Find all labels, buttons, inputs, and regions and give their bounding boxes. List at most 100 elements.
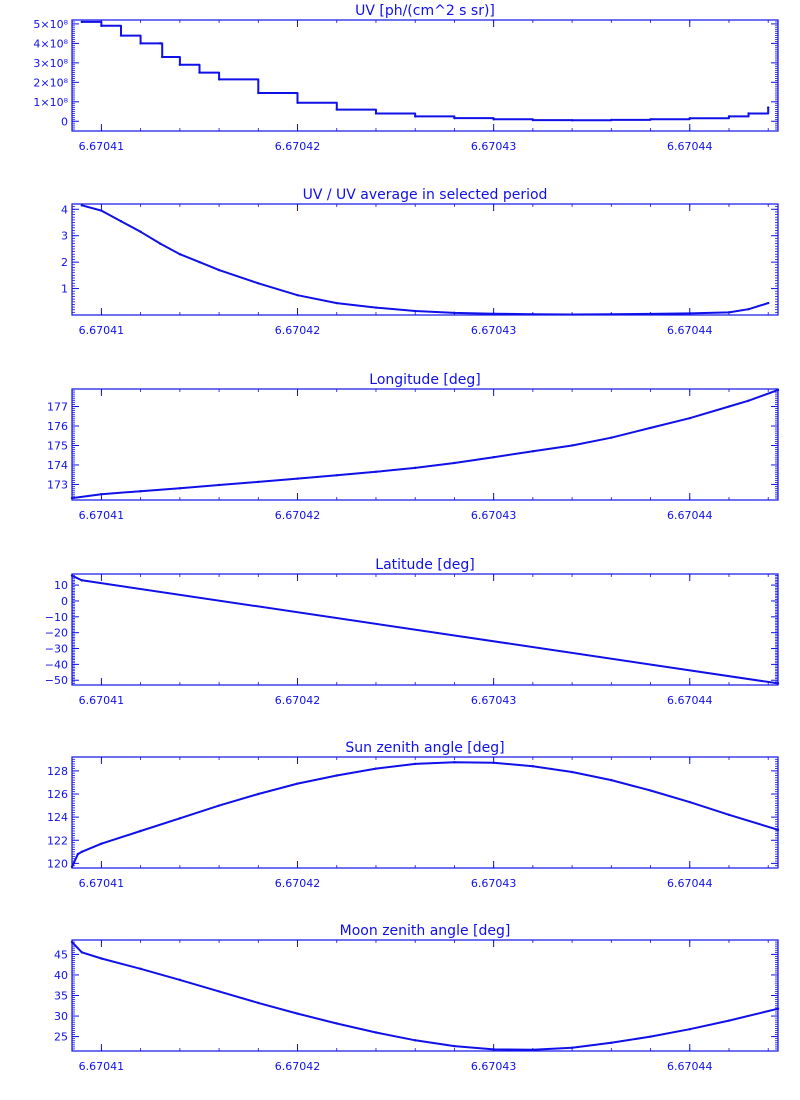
y-tick-label: −40: [45, 658, 68, 671]
data-point: [374, 470, 378, 473]
chart-panel-5: Sun zenith angle [deg] 120 122 124 126 128 6.6…: [47, 740, 780, 890]
data-point: [453, 311, 456, 315]
data-point: [413, 466, 417, 470]
x-tick-label: 6.67042: [275, 877, 321, 890]
data-point: [100, 957, 103, 960]
y-tick-label: 4×10⁸: [33, 37, 68, 50]
data-point: [453, 461, 456, 465]
data-point: [76, 852, 80, 856]
data-point: [100, 24, 103, 28]
y-tick-label: −30: [45, 643, 68, 656]
data-point: [492, 761, 495, 764]
data-point: [139, 230, 142, 233]
data-point: [766, 106, 770, 109]
data-point: [257, 1001, 260, 1005]
y-tick-label: 128: [47, 765, 68, 778]
data-point: [217, 78, 221, 81]
series-line: [71, 941, 779, 1051]
y-tick-label: 45: [54, 948, 68, 961]
y-tick-label: 0: [61, 115, 68, 128]
chart-title: Sun zenith angle [deg]: [345, 740, 504, 756]
data-point: [296, 293, 299, 297]
chart-title: Moon zenith angle [deg]: [340, 923, 511, 939]
x-tick-label: 6.67041: [79, 694, 125, 707]
data-point: [374, 767, 378, 770]
y-tick-label: 25: [54, 1031, 68, 1044]
x-tick-label: 6.67044: [667, 324, 713, 337]
data-point: [159, 42, 162, 45]
data-point: [100, 209, 103, 212]
data-point: [139, 42, 142, 45]
x-tick-label: 6.67041: [79, 324, 125, 337]
x-tick-label: 6.67043: [471, 694, 517, 707]
data-point: [610, 436, 613, 439]
x-tick-label: 6.67044: [667, 1060, 713, 1073]
data-point: [776, 828, 780, 832]
data-point: [776, 1007, 780, 1010]
data-point: [335, 301, 338, 305]
data-point: [649, 118, 652, 121]
data-point: [413, 309, 417, 313]
data-point: [453, 116, 456, 120]
x-tick-label: 6.67042: [275, 1060, 321, 1073]
data-point: [100, 842, 103, 845]
series-line: [71, 761, 779, 868]
data-point: [296, 1012, 299, 1015]
data-point: [570, 1046, 574, 1049]
data-point: [688, 312, 691, 315]
y-tick-label: 175: [47, 439, 68, 452]
data-point: [70, 940, 74, 944]
y-tick-label: 124: [47, 811, 68, 824]
y-tick-label: 1×10⁸: [33, 96, 68, 109]
y-tick-label: −50: [45, 674, 68, 687]
x-tick-label: 6.67041: [79, 509, 125, 522]
plot-frame: [71, 203, 779, 316]
data-point: [296, 477, 299, 480]
x-tick-label: 6.67043: [471, 509, 517, 522]
data-point: [453, 761, 456, 764]
data-point: [688, 800, 691, 804]
y-tick-label: 173: [47, 478, 68, 491]
y-tick-label: 3×10⁸: [33, 57, 68, 70]
data-point: [217, 990, 221, 993]
data-point: [178, 817, 182, 820]
data-point: [688, 417, 691, 420]
x-tick-label: 6.67043: [471, 140, 517, 153]
y-tick-label: 1: [61, 283, 68, 296]
data-point: [747, 112, 750, 115]
series-line: [81, 20, 770, 122]
data-point: [649, 1035, 652, 1038]
data-point: [80, 850, 84, 854]
x-tick-label: 6.67041: [79, 1060, 125, 1073]
series-line: [71, 574, 779, 685]
chart-title: UV [ph/(cm^2 s sr)]: [355, 3, 495, 19]
data-point: [413, 115, 417, 118]
data-point: [178, 487, 182, 490]
data-point: [747, 307, 750, 311]
y-tick-label: 0: [61, 595, 68, 608]
data-point: [570, 444, 574, 447]
x-tick-label: 6.67042: [275, 509, 321, 522]
data-point: [570, 313, 574, 316]
data-point: [766, 301, 770, 305]
data-point: [296, 782, 299, 785]
chart-title: Longitude [deg]: [369, 372, 480, 388]
data-point: [570, 119, 574, 122]
data-point: [727, 813, 731, 817]
data-point: [649, 312, 652, 316]
chart-panel-2: UV / UV average in selected period 1 2 3 4 6.…: [61, 187, 779, 337]
y-tick-label: 2×10⁸: [33, 76, 68, 89]
x-tick-label: 6.67041: [79, 877, 125, 890]
data-point: [610, 313, 613, 316]
series-line: [81, 204, 769, 316]
data-point: [531, 1048, 535, 1051]
x-tick-label: 6.67042: [275, 324, 321, 337]
x-tick-label: 6.67043: [471, 877, 517, 890]
chart-title: UV / UV average in selected period: [303, 187, 548, 203]
x-tick-label: 6.67043: [471, 1060, 517, 1073]
data-point: [570, 770, 574, 774]
data-point: [374, 112, 378, 115]
data-point: [727, 115, 731, 118]
data-point: [178, 253, 182, 256]
